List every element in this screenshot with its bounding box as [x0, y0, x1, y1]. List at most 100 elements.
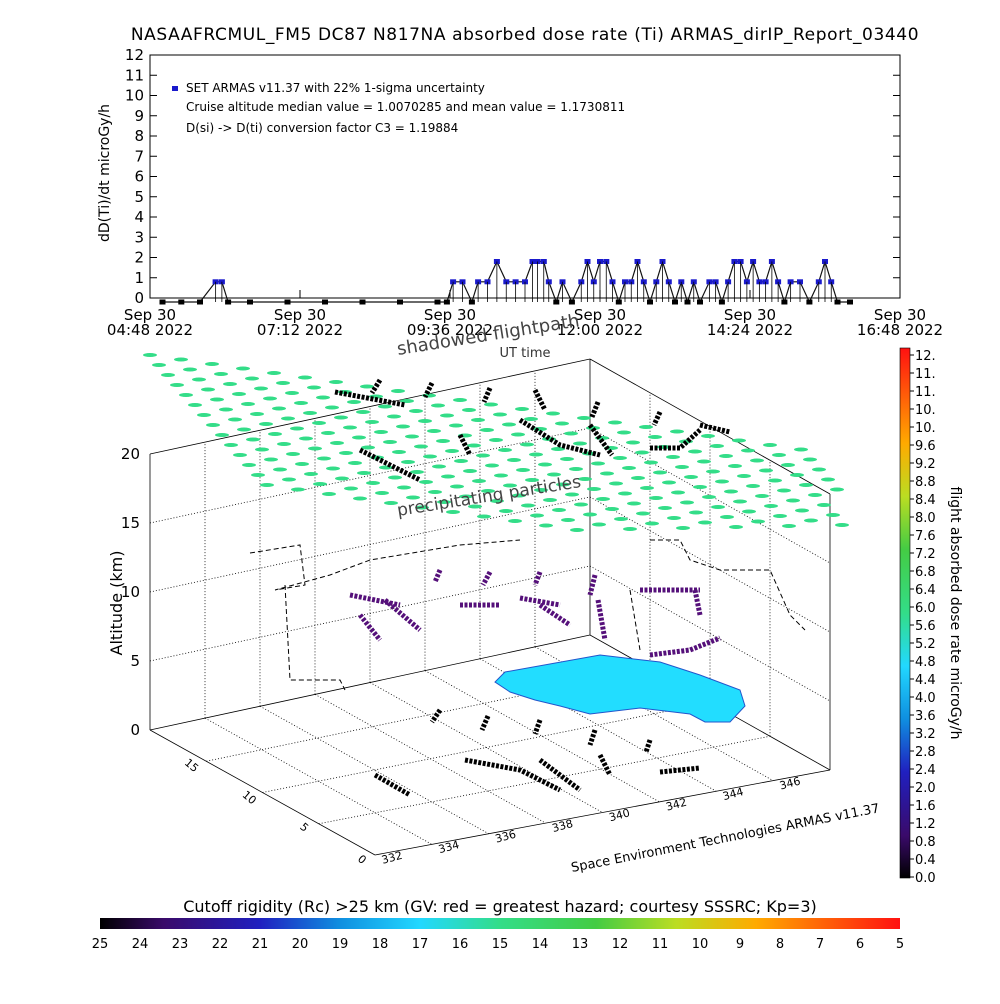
dose-tick-label: 8.4: [915, 493, 936, 508]
flight-track-segment: [659, 765, 701, 775]
x-tick-label-line1: Sep 30: [274, 306, 326, 324]
flight-track-segment: [538, 758, 582, 792]
precip-particle: [768, 478, 782, 483]
precip-particle: [228, 417, 242, 422]
dose-tick-label: 6.4: [915, 583, 936, 598]
precip-particle: [728, 464, 742, 468]
precip-particle: [746, 484, 760, 488]
precip-particle: [530, 513, 544, 518]
precip-particle: [543, 498, 557, 502]
dose-tick-label: 3.6: [915, 709, 936, 724]
flight-track-segment: [532, 719, 543, 735]
data-point: [672, 299, 678, 305]
precip-particle: [236, 366, 250, 371]
precip-particle: [525, 478, 539, 482]
precip-particle: [503, 483, 517, 488]
precip-particle: [622, 466, 636, 470]
precip-particle: [263, 396, 277, 401]
flight-track-segment: [587, 423, 615, 457]
data-point: [434, 299, 441, 305]
precip-particle: [600, 471, 614, 476]
precip-particle: [693, 485, 707, 489]
cutoff-tick-label: 15: [492, 937, 509, 952]
precip-particle: [277, 442, 291, 446]
precip-particle: [560, 457, 574, 461]
precip-particle: [555, 421, 569, 426]
cutoff-tick-label: 24: [132, 937, 149, 952]
flight-track-segment: [587, 729, 598, 746]
x-tick-label-line2: 14:24 2022: [707, 321, 793, 339]
flight-track-segment: [650, 428, 702, 451]
precip-particle: [378, 404, 392, 409]
data-point: [359, 299, 366, 305]
precip-particle: [508, 519, 522, 523]
precip-particle: [152, 363, 166, 367]
latitude-tick-label: 10: [240, 788, 259, 807]
cutoff-tick-label: 18: [372, 937, 389, 952]
altitude-profile-line: [284, 584, 346, 691]
precip-particle: [285, 391, 299, 395]
precip-particle: [773, 514, 787, 518]
precip-particle: [577, 416, 591, 420]
x-tick-label-line1: Sep 30: [124, 306, 176, 324]
precip-particle: [233, 453, 247, 457]
precip-particle: [720, 515, 734, 519]
precip-particle: [357, 471, 371, 475]
precip-particle: [623, 527, 637, 531]
precip-particle: [339, 451, 353, 455]
precip-particle: [481, 489, 495, 493]
x-tick-label-line1: Sep 30: [424, 306, 476, 324]
precip-particle: [356, 410, 370, 414]
cutoff-tick-label: 5: [896, 937, 904, 952]
box-edge: [149, 358, 591, 455]
precip-particle: [715, 479, 729, 484]
data-point: [718, 299, 725, 305]
precip-particle: [245, 376, 259, 381]
precip-particle: [427, 429, 441, 433]
precip-particle: [400, 399, 414, 403]
chart-title: NASAAFRCMUL_FM5 DC87 N817NA absorbed dos…: [131, 25, 919, 45]
precip-particle: [366, 481, 380, 485]
precip-particle: [348, 461, 362, 465]
precip-particle: [440, 413, 454, 418]
precip-particle: [197, 413, 211, 417]
precip-particle: [375, 491, 389, 495]
precip-particle: [383, 440, 397, 444]
precip-particle: [794, 447, 808, 452]
altitude-gridline: [589, 427, 831, 564]
flight-track-segment: [334, 389, 406, 408]
precip-particle: [264, 457, 278, 462]
precip-particle: [321, 431, 335, 435]
precip-particle: [551, 447, 565, 451]
precip-particle: [701, 434, 715, 438]
precip-particle: [361, 445, 375, 450]
precip-particle: [547, 472, 561, 477]
flight-track-segment: [597, 753, 613, 777]
precip-particle: [697, 459, 711, 464]
cutoff-tick-label: 22: [212, 937, 229, 952]
precip-particle: [763, 443, 777, 447]
precip-particle: [640, 486, 654, 490]
precip-particle: [329, 380, 343, 384]
precip-particle: [485, 463, 499, 468]
flight-track-segment: [429, 708, 443, 724]
precip-particle: [472, 479, 486, 483]
altitude-profile-line: [629, 589, 641, 651]
precip-particle: [409, 409, 423, 413]
precip-particle: [583, 512, 597, 517]
longitude-tick-label: 346: [778, 775, 802, 793]
precip-particle: [201, 387, 215, 392]
y-tick-label: 8: [134, 127, 144, 145]
altitude-tick-label: 15: [121, 514, 140, 532]
flight-track-segment: [587, 574, 598, 596]
precip-particle: [179, 393, 193, 397]
precip-particle: [493, 412, 507, 417]
precip-particle: [782, 524, 796, 528]
precip-particle: [316, 395, 330, 400]
data-point: [178, 299, 185, 305]
y-tick-label: 4: [134, 208, 144, 226]
precip-particle: [405, 434, 419, 439]
precip-particle: [415, 505, 429, 510]
